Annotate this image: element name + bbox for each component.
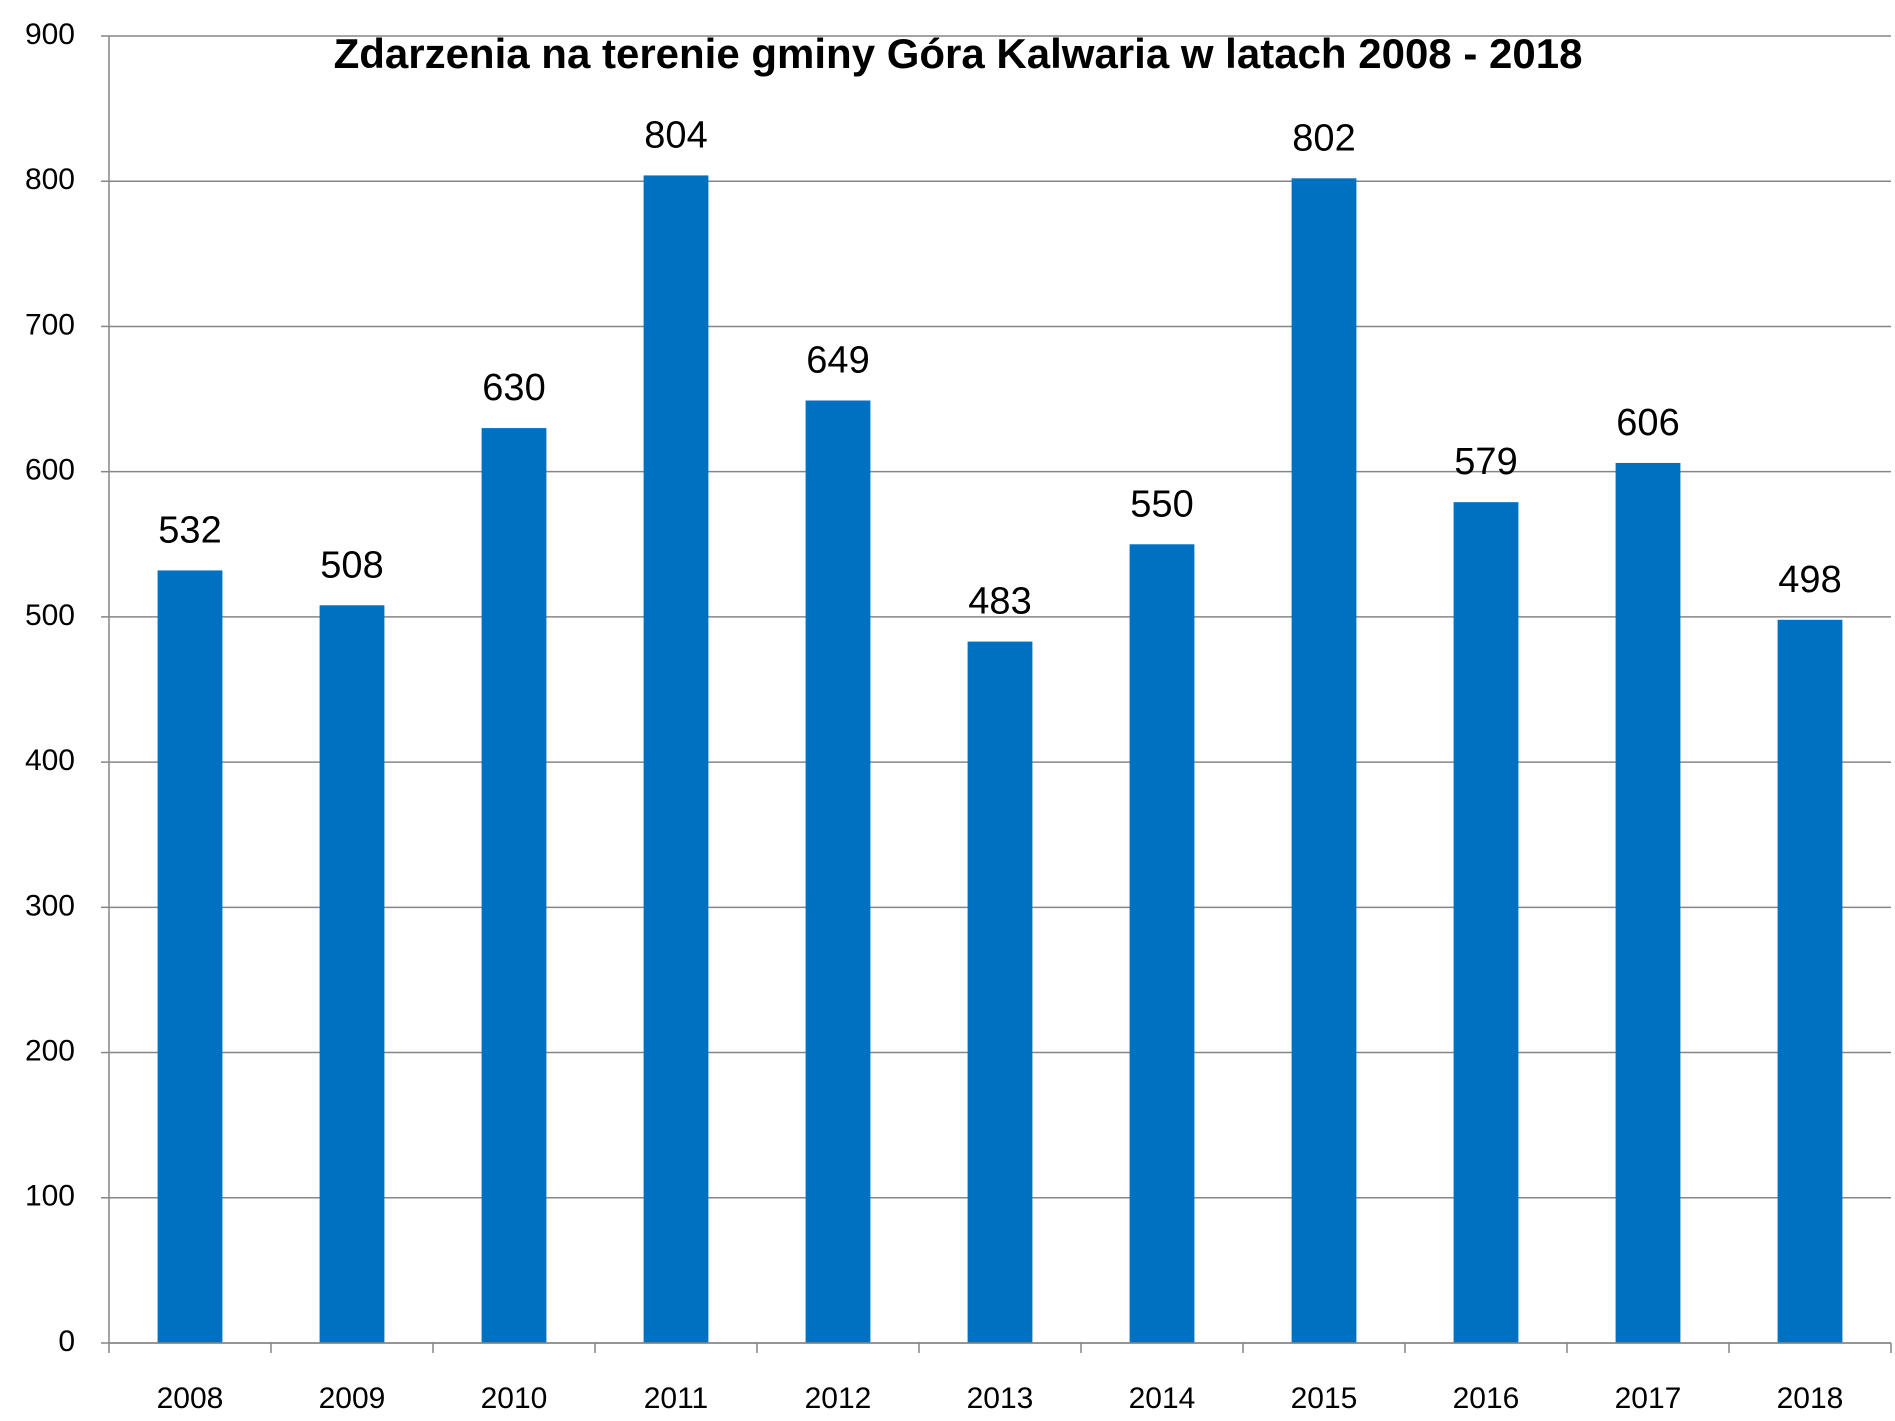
x-tick-label: 2011 [644, 1382, 709, 1415]
value-label: 649 [806, 340, 869, 382]
x-tick-label: 2008 [157, 1382, 224, 1415]
bar [319, 605, 385, 1343]
bar [1615, 462, 1681, 1343]
x-tick-label: 2013 [967, 1382, 1034, 1415]
y-tick-label: 800 [25, 163, 75, 196]
y-tick-label: 500 [25, 599, 75, 632]
y-tick-label: 200 [25, 1034, 75, 1067]
value-label: 550 [1130, 483, 1193, 525]
chart-title: Zdarzenia na terenie gminy Góra Kalwaria… [334, 30, 1583, 77]
y-tick-label: 0 [58, 1325, 75, 1358]
bar [481, 428, 547, 1344]
x-tick-label: 2012 [805, 1382, 872, 1415]
y-tick-label: 300 [25, 889, 75, 922]
value-label: 802 [1292, 117, 1355, 159]
x-tick-label: 2015 [1291, 1382, 1358, 1415]
bar [643, 175, 709, 1343]
value-label: 498 [1778, 559, 1841, 601]
bar [967, 641, 1033, 1343]
value-label: 804 [644, 114, 707, 156]
value-label: 579 [1454, 441, 1517, 483]
x-tick-label: 2016 [1453, 1382, 1520, 1415]
bar [1453, 502, 1519, 1343]
value-label: 483 [968, 581, 1031, 623]
bar [1291, 178, 1357, 1344]
value-label: 630 [482, 367, 545, 409]
y-tick-label: 900 [25, 18, 75, 51]
x-tick-label: 2010 [481, 1382, 548, 1415]
value-label: 606 [1616, 402, 1679, 444]
bar [157, 570, 223, 1343]
x-tick-label: 2017 [1615, 1382, 1682, 1415]
x-tick-label: 2009 [319, 1382, 386, 1415]
bar [805, 400, 871, 1343]
y-tick-label: 700 [25, 308, 75, 341]
x-tick-label: 2014 [1129, 1382, 1196, 1415]
bar [1129, 544, 1195, 1343]
x-tick-label: 2018 [1777, 1382, 1844, 1415]
bar [1777, 619, 1843, 1343]
value-label: 532 [158, 509, 221, 551]
y-tick-label: 400 [25, 744, 75, 777]
y-tick-label: 100 [25, 1180, 75, 1213]
y-tick-label: 600 [25, 454, 75, 487]
value-label: 508 [320, 544, 383, 586]
